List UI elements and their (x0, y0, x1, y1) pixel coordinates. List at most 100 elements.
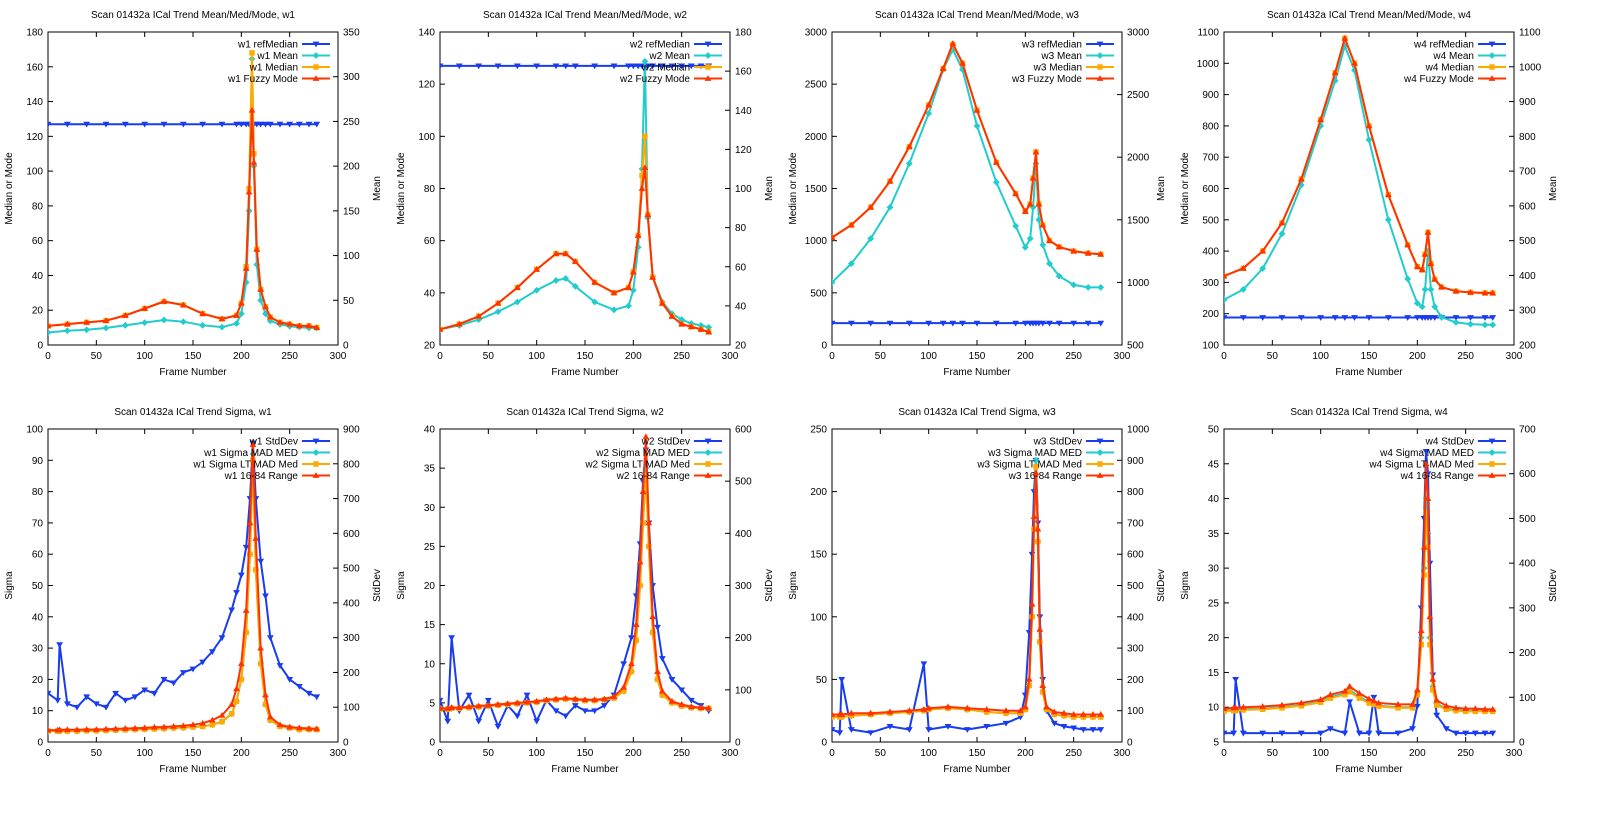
plot-area (440, 57, 713, 335)
data-point (1297, 181, 1305, 189)
data-point (705, 323, 713, 331)
data-point (102, 725, 110, 732)
data-point (571, 258, 579, 264)
y-tick-label: 80 (32, 487, 44, 498)
y-tick-label: 2000 (805, 132, 828, 143)
legend-marker (1096, 41, 1104, 48)
y-tick-label: 35 (424, 464, 436, 475)
series-line (48, 51, 317, 329)
data-point (112, 725, 120, 732)
y-tick-label: 35 (1208, 529, 1220, 540)
data-point (295, 322, 303, 329)
data-point (1039, 682, 1047, 689)
legend-marker (1096, 75, 1104, 81)
data-point (1346, 699, 1354, 706)
data-point (1331, 315, 1339, 321)
legend-label: w2 Fuzzy Mode (619, 74, 690, 85)
data-point (295, 683, 303, 690)
data-point (218, 323, 226, 331)
y-axis-label: Sigma (4, 571, 15, 600)
y-axis-label: Sigma (1180, 571, 1191, 600)
data-point (678, 63, 686, 70)
data-point (1224, 296, 1228, 304)
data-point (286, 320, 294, 327)
chart-panel: Scan 01432a ICal Trend Sigma, w40 50 100 15… (1180, 407, 1559, 775)
data-point (1384, 216, 1392, 224)
x-tick-label: 200 (625, 351, 642, 362)
data-point (1427, 260, 1435, 266)
y2-tick-label: 900 (1127, 456, 1144, 467)
data-point (847, 320, 855, 327)
y-tick-label: 30 (1208, 564, 1220, 575)
legend-label: w4 Sigma MAD MED (1379, 448, 1474, 459)
data-point (237, 121, 245, 128)
data-point (1409, 701, 1416, 707)
data-point (649, 63, 657, 70)
data-point (886, 203, 894, 211)
chart-title: Scan 01432a ICal Trend Sigma, w3 (898, 407, 1056, 418)
data-point (513, 63, 521, 70)
data-point (523, 698, 531, 705)
data-point (1070, 247, 1078, 254)
x-tick-label: 300 (1506, 748, 1523, 759)
x-axis-label: Frame Number (551, 367, 619, 378)
data-point (533, 718, 541, 725)
y-tick-label: 800 (1202, 121, 1219, 132)
y-axis-label: Sigma (788, 571, 799, 600)
data-point (150, 723, 158, 730)
y-tick-label: 50 (32, 581, 44, 592)
y-axis-label: Median or Mode (4, 152, 15, 225)
data-point (591, 279, 599, 285)
data-point (1089, 727, 1097, 733)
data-point (63, 320, 71, 327)
plot-area (1224, 34, 1497, 329)
y2-tick-label: 160 (735, 67, 752, 78)
y2-tick-label: 20 (735, 341, 747, 352)
data-point (1431, 315, 1439, 321)
series-line (48, 441, 318, 709)
data-point (249, 441, 257, 448)
y-tick-label: 1500 (805, 184, 828, 195)
series-line (48, 443, 317, 732)
chart-panel: Scan 01432a ICal Trend Sigma, w10 50 100 15… (4, 407, 383, 775)
data-point (1046, 260, 1053, 268)
y2-tick-label: 120 (735, 145, 752, 156)
x-tick-label: 300 (1114, 748, 1131, 759)
y2-tick-label: 300 (343, 72, 360, 83)
y-tick-label: 45 (1208, 459, 1220, 470)
data-point (1317, 315, 1325, 321)
x-tick-label: 200 (1017, 748, 1034, 759)
data-point (465, 692, 473, 699)
data-point (209, 722, 216, 728)
data-point (944, 723, 952, 730)
data-point (228, 701, 236, 707)
x-axis-label: Frame Number (943, 367, 1011, 378)
series-line (832, 459, 1101, 734)
data-point (48, 121, 52, 128)
y2-tick-label: 0 (735, 738, 741, 749)
y2-tick-label: 300 (1519, 306, 1536, 317)
data-point (494, 723, 502, 730)
y2-tick-label: 200 (343, 162, 360, 173)
data-point (1043, 703, 1050, 710)
data-point (313, 694, 321, 701)
data-point (1438, 283, 1445, 290)
data-point (1060, 709, 1068, 716)
y-tick-label: 40 (32, 271, 44, 282)
y2-tick-label: 80 (735, 223, 747, 234)
data-point (1317, 696, 1325, 702)
data-point (1224, 730, 1228, 737)
x-tick-label: 50 (91, 748, 103, 759)
data-point (838, 677, 846, 683)
data-point (963, 727, 971, 733)
data-point (1039, 221, 1047, 228)
data-point (233, 698, 240, 705)
data-point (238, 676, 245, 683)
legend-label: w1 Median (249, 63, 298, 74)
data-point (836, 730, 844, 737)
y2-tick-label: 700 (1127, 518, 1144, 529)
legend-marker (312, 52, 320, 59)
y2-tick-label: 300 (1519, 603, 1536, 614)
data-point (1297, 699, 1305, 706)
data-point (847, 709, 855, 716)
